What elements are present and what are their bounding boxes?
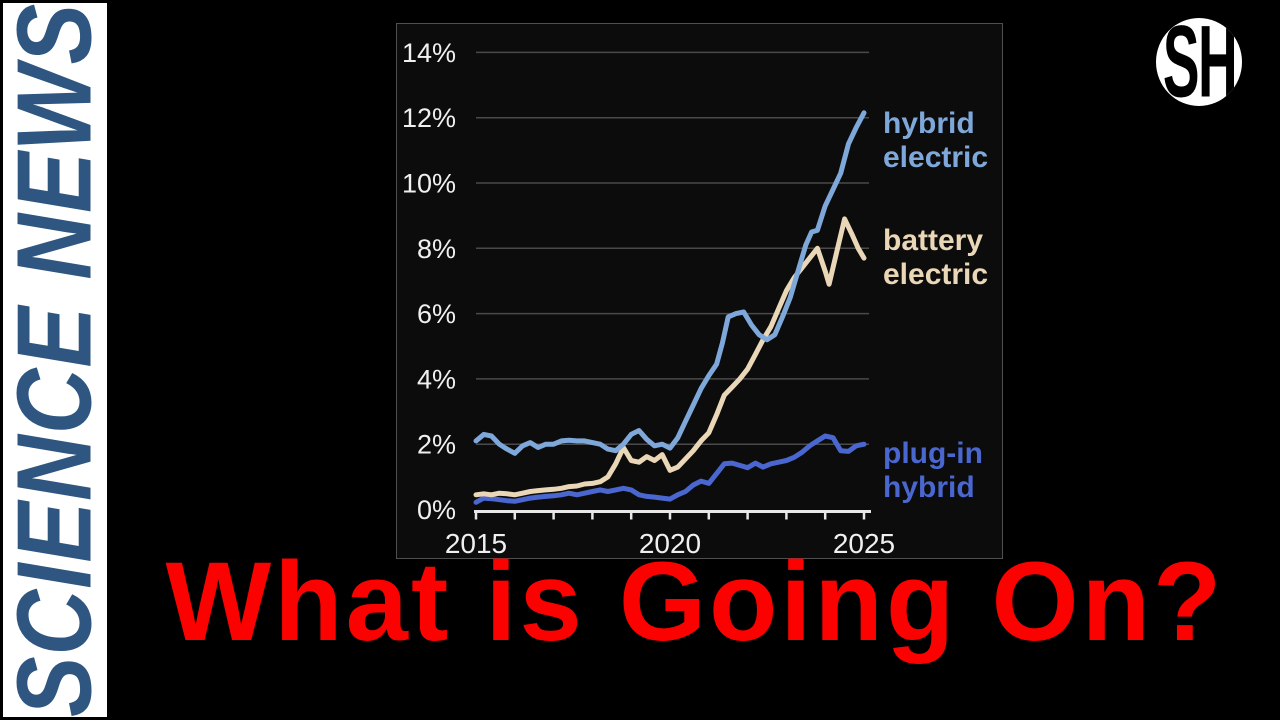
sh-logo-text: SH (1162, 18, 1237, 106)
y-tick-label-2pct: 2% (417, 430, 456, 460)
series-line-battery-electric (473, 216, 867, 498)
science-news-strip: SCIENCE NEWS (0, 3, 114, 717)
y-tick-label-12pct: 12% (402, 103, 456, 133)
y-tick-label-4pct: 4% (417, 364, 456, 394)
legend-hybrid-electric: hybrid electric (883, 107, 988, 175)
legend-plugin-line1: plug-in (883, 437, 983, 470)
legend-hybrid-line1: hybrid (883, 107, 975, 140)
legend-hybrid-line2: electric (883, 141, 989, 174)
series-line-hybrid-electric (473, 110, 867, 456)
y-tick-label-8pct: 8% (417, 234, 456, 264)
x-tick-label-2025: 2025 (833, 528, 895, 559)
y-tick-label-0pct: 0% (417, 495, 456, 525)
sh-logo: SH (1156, 18, 1242, 106)
series-line-plug-in-hybrid (473, 433, 867, 505)
x-tick-label-2015: 2015 (445, 528, 507, 559)
y-tick-label-6pct: 6% (417, 299, 456, 329)
ev-market-share-chart: 0% 2% 4% 6% 8% 10% 12% 14% 2015 2020 2025 hybrid e… (396, 23, 1003, 559)
headline-title: What is Going On? (165, 539, 1225, 664)
legend-battery-line1: battery (883, 224, 984, 257)
legend-battery-electric: battery electric (883, 224, 988, 292)
legend-plug-in-hybrid: plug-in hybrid (883, 437, 983, 505)
legend-battery-line2: electric (883, 258, 989, 291)
x-tick-label-2020: 2020 (639, 528, 701, 559)
y-tick-label-10pct: 10% (402, 169, 456, 199)
y-tick-label-14pct: 14% (402, 38, 456, 68)
science-news-vertical-text: SCIENCE NEWS (0, 2, 114, 718)
legend-plugin-line2: hybrid (883, 471, 975, 504)
chart-canvas: 0% 2% 4% 6% 8% 10% 12% 14% 2015 2020 2025 (402, 38, 895, 559)
